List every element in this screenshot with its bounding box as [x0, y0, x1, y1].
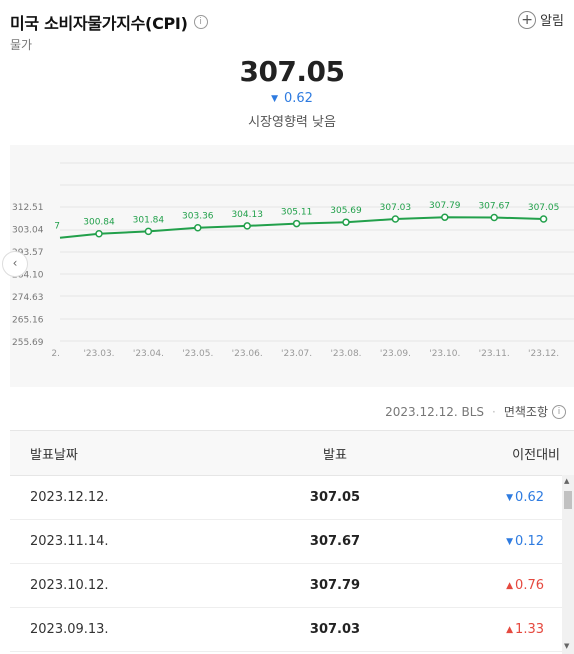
- data-label: 300.84: [83, 218, 115, 228]
- alarm-label: 알림: [540, 14, 564, 29]
- row-diff: ▼ 0.12: [430, 534, 574, 549]
- data-point: [539, 215, 548, 223]
- row-date: 2023.10.12.: [30, 578, 109, 593]
- row-diff: ▼ 0.62: [430, 490, 574, 505]
- data-point: [342, 218, 350, 226]
- table-row: 2023.10.12. 307.79 ▲ 0.76: [10, 564, 574, 608]
- data-label: 305.11: [281, 208, 313, 218]
- separator: ·: [492, 404, 496, 419]
- scroll-down-icon[interactable]: ▼: [564, 642, 570, 650]
- x-tick-label: '23.06.: [232, 349, 263, 359]
- y-tick-label: 265.16: [12, 316, 44, 326]
- row-value: 307.79: [309, 578, 361, 593]
- change-indicator: ▼ 0.62: [0, 91, 574, 106]
- info-icon[interactable]: i: [193, 15, 208, 29]
- data-label: 301.84: [133, 215, 165, 225]
- category-label: 물가: [10, 38, 33, 52]
- row-date: 2023.11.14.: [30, 534, 109, 549]
- scroll-thumb[interactable]: [564, 491, 572, 509]
- row-value: 307.03: [309, 622, 361, 637]
- table-header: 발표날짜 발표 이전대비: [10, 430, 574, 476]
- down-arrow-icon: ▼: [506, 493, 514, 503]
- release-table: 발표날짜 발표 이전대비 2023.12.12. 307.05 ▼ 0.62 20…: [10, 430, 574, 652]
- x-tick-label: '23.03.: [83, 349, 114, 359]
- disclaimer-link[interactable]: 면책조항: [503, 405, 548, 419]
- info-icon[interactable]: i: [552, 404, 566, 419]
- y-tick-label: 293.57: [12, 248, 44, 258]
- x-tick-label: '23.08.: [330, 349, 361, 359]
- current-value: 307.05: [239, 55, 345, 88]
- column-header-value: 발표: [323, 447, 347, 463]
- x-tick-label: '23.12.: [528, 349, 559, 359]
- row-value: 307.67: [309, 534, 361, 549]
- y-tick-label: 312.51: [12, 203, 44, 213]
- data-label: 307.67: [478, 201, 510, 211]
- row-date: 2023.09.13.: [30, 622, 109, 637]
- x-tick-label: '23.09.: [380, 349, 411, 359]
- data-point: [95, 229, 103, 238]
- data-point: [490, 213, 498, 222]
- row-diff-value: 0.12: [515, 534, 544, 549]
- x-tick-label: '23.05.: [182, 349, 213, 359]
- y-tick-label: 255.69: [12, 338, 44, 348]
- scrollbar[interactable]: ▲ ▼: [562, 475, 574, 654]
- data-label: 305.69: [330, 206, 362, 216]
- column-header-date: 발표날짜: [30, 447, 78, 463]
- row-value: 307.05: [309, 490, 361, 505]
- data-point: [144, 227, 153, 236]
- data-point: [243, 222, 251, 230]
- column-header-diff: 이전대비: [512, 447, 560, 463]
- row-diff-value: 0.76: [515, 578, 544, 593]
- table-row: 2023.09.13. 307.03 ▲ 1.33: [10, 608, 574, 652]
- data-point: [194, 223, 202, 232]
- row-diff-value: 0.62: [515, 490, 544, 505]
- row-diff-value: 1.33: [515, 622, 544, 637]
- down-arrow-icon: ▼: [506, 537, 514, 547]
- data-label: 303.36: [182, 212, 214, 222]
- x-tick-label: '23.07.: [281, 349, 312, 359]
- market-impact: 시장영향력 낮음: [248, 115, 336, 130]
- table-row: 2023.11.14. 307.67 ▼ 0.12: [10, 520, 574, 564]
- x-tick-label: '23.10.: [429, 349, 460, 359]
- plus-icon: +: [518, 10, 537, 29]
- x-tick-label: 2.: [51, 349, 60, 359]
- alarm-button[interactable]: + 알림: [518, 10, 564, 29]
- y-tick-label: 303.04: [12, 226, 44, 236]
- chevron-left-icon[interactable]: ‹: [2, 251, 28, 277]
- row-diff: ▲ 1.33: [430, 622, 574, 637]
- data-label: 7: [54, 222, 60, 232]
- title-row: 미국 소비자물가지수(CPI) i: [10, 10, 208, 34]
- x-tick-label: '23.04.: [133, 349, 164, 359]
- data-label: 307.79: [429, 201, 461, 211]
- source-row: 2023.12.12. BLS · 면책조항 i: [385, 403, 566, 420]
- table-row: 2023.12.12. 307.05 ▼ 0.62: [10, 476, 574, 520]
- cpi-line-chart: 312.51 303.04 293.57 284.10 274.63 265.16 255.…: [12, 162, 574, 359]
- x-tick-label: '23.11.: [479, 349, 510, 359]
- data-label: 307.05: [528, 203, 560, 213]
- down-arrow-icon: ▼: [271, 94, 278, 104]
- chart-area: 312.51 303.04 293.57 284.10 274.63 265.16 255.…: [2, 145, 574, 387]
- data-point: [292, 219, 301, 228]
- up-arrow-icon: ▲: [506, 625, 514, 635]
- up-arrow-icon: ▲: [506, 581, 514, 591]
- source-text: 2023.12.12. BLS: [385, 404, 484, 419]
- page-title: 미국 소비자물가지수(CPI): [10, 14, 188, 33]
- data-label: 307.03: [380, 203, 412, 213]
- y-tick-label: 284.10: [12, 271, 44, 281]
- data-label: 304.13: [231, 210, 263, 220]
- scroll-up-icon[interactable]: ▲: [564, 477, 570, 485]
- y-tick-label: 274.63: [12, 293, 44, 303]
- data-point: [441, 213, 449, 221]
- row-date: 2023.12.12.: [30, 490, 109, 505]
- change-value: 0.62: [283, 91, 313, 106]
- row-diff: ▲ 0.76: [430, 578, 574, 593]
- data-point: [391, 215, 400, 223]
